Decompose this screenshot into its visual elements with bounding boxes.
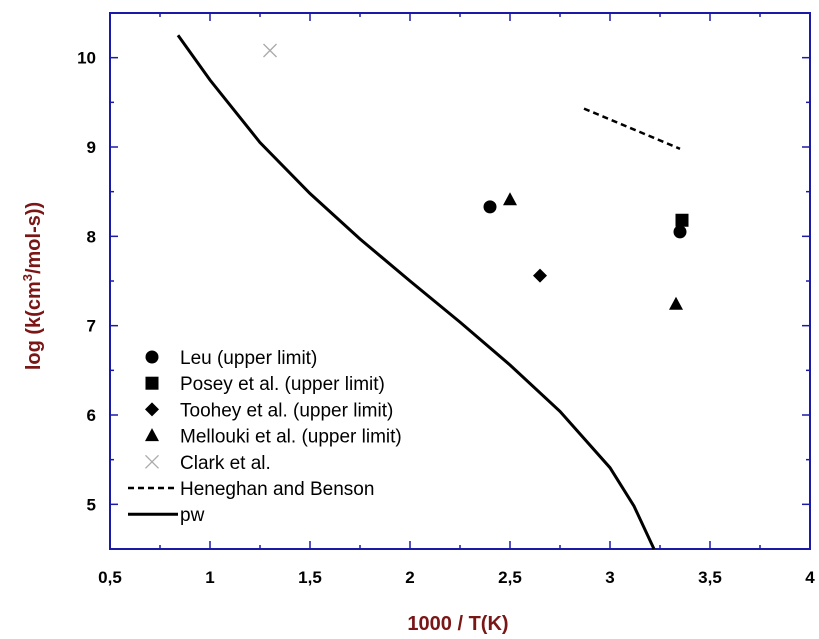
legend-heneghan-and-benson: Heneghan and Benson — [128, 479, 374, 500]
x-tick-label: 2 — [405, 568, 414, 587]
x-tick-label: 1,5 — [298, 568, 322, 587]
y-tick-label: 5 — [87, 495, 96, 514]
legend-mellouki-et-al-upper-limit-swatch — [145, 428, 159, 442]
legend-heneghan-and-benson-label: Heneghan and Benson — [180, 479, 374, 500]
y-tick-label: 6 — [87, 406, 96, 425]
axis-ticks — [109, 12, 811, 550]
x-tick-label: 4 — [805, 568, 815, 587]
series-mellouki-et-al-upper-limit — [503, 192, 683, 310]
y-tick-label: 7 — [87, 317, 96, 336]
series-leu-upper-limit-point — [673, 225, 687, 239]
legend-clark-et-al-label: Clark et al. — [180, 453, 271, 474]
legend-clark-et-al-swatch-stroke-b — [145, 454, 159, 469]
y-axis-title-tail: /mol-s)) — [23, 202, 45, 274]
legend-mellouki-et-al-upper-limit: Mellouki et al. (upper limit) — [145, 427, 402, 448]
legend: Leu (upper limit) Posey et al. (upper lim… — [128, 348, 402, 526]
legend-leu-upper-limit: Leu (upper limit) — [145, 348, 317, 369]
series-heneghan-and-benson — [583, 107, 681, 150]
x-tick-label: 1 — [205, 568, 214, 587]
series-leu-upper-limit-point — [483, 200, 497, 214]
x-axis-title: 1000 / T(K) — [407, 613, 508, 635]
y-tick-label: 9 — [87, 138, 96, 157]
series-mellouki-et-al-upper-limit-point — [669, 296, 683, 310]
series-clark-et-al-point — [263, 43, 277, 58]
y-axis-title-sup: 3 — [20, 274, 35, 281]
legend-toohey-et-al-upper-limit: Toohey et al. (upper limit) — [145, 400, 393, 421]
y-tick-label: 10 — [77, 49, 96, 68]
x-tick-label: 3 — [605, 568, 614, 587]
y-axis-title-main: log (k(cm — [23, 281, 45, 370]
series-pw — [176, 34, 656, 550]
legend-clark-et-al: Clark et al. — [145, 453, 271, 474]
legend-leu-upper-limit-swatch — [145, 350, 159, 364]
x-tick-label: 0,5 — [98, 568, 122, 587]
legend-posey-et-al-upper-limit-swatch — [145, 376, 159, 390]
x-tick-label: 2,5 — [498, 568, 522, 587]
series-posey-et-al-upper-limit-point — [675, 213, 689, 227]
y-axis-title: log (k(cm3/mol-s)) — [20, 202, 45, 370]
legend-toohey-et-al-upper-limit-swatch — [145, 402, 159, 417]
legend-pw: pw — [128, 505, 205, 526]
legend-posey-et-al-upper-limit: Posey et al. (upper limit) — [145, 374, 385, 395]
series-mellouki-et-al-upper-limit-point — [503, 192, 517, 206]
legend-mellouki-et-al-upper-limit-label: Mellouki et al. (upper limit) — [180, 427, 402, 448]
series-layer — [176, 34, 689, 550]
legend-clark-et-al-swatch — [145, 454, 159, 469]
legend-leu-upper-limit-label: Leu (upper limit) — [180, 348, 317, 369]
series-toohey-et-al-upper-limit — [533, 268, 547, 283]
series-heneghan-and-benson-line — [583, 107, 681, 150]
series-clark-et-al — [263, 43, 277, 58]
y-tick-label: 8 — [87, 227, 96, 246]
series-toohey-et-al-upper-limit-point — [533, 268, 547, 283]
axis-tick-labels: 0,5 1 1,5 2 2,5 3 3,5 4 5 6 7 8 9 10 — [77, 49, 815, 587]
series-leu-upper-limit — [483, 200, 687, 239]
legend-pw-label: pw — [180, 505, 205, 526]
series-pw-line — [176, 34, 656, 550]
x-tick-label: 3,5 — [698, 568, 722, 587]
series-posey-et-al-upper-limit — [675, 213, 689, 227]
legend-posey-et-al-upper-limit-label: Posey et al. (upper limit) — [180, 374, 385, 395]
series-clark-et-al-point-stroke-b — [263, 43, 277, 58]
legend-toohey-et-al-upper-limit-label: Toohey et al. (upper limit) — [180, 400, 393, 421]
